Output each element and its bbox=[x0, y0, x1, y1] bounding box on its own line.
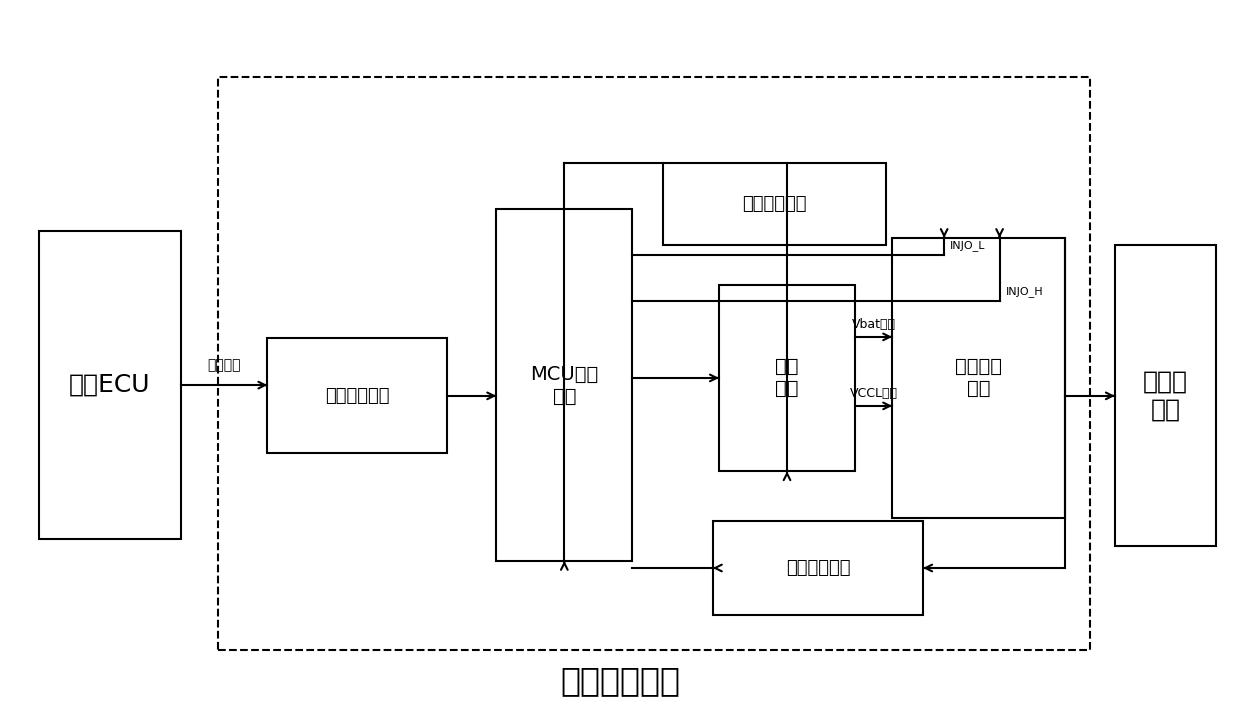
Text: 车载ECU: 车载ECU bbox=[69, 373, 150, 397]
Text: 信号输出: 信号输出 bbox=[207, 358, 241, 372]
Bar bbox=[893, 238, 1065, 518]
Text: 电压检测电路: 电压检测电路 bbox=[743, 195, 807, 213]
Bar bbox=[268, 338, 446, 453]
Bar bbox=[719, 284, 856, 471]
Text: INJO_L: INJO_L bbox=[950, 240, 986, 251]
Text: 电源
电路: 电源 电路 bbox=[775, 357, 799, 398]
Text: INJO_H: INJO_H bbox=[1006, 287, 1043, 297]
Text: 输出控制
电路: 输出控制 电路 bbox=[955, 357, 1002, 398]
Bar bbox=[1115, 246, 1216, 546]
Text: VCCL输出: VCCL输出 bbox=[849, 387, 898, 400]
Bar bbox=[663, 163, 887, 246]
Bar bbox=[38, 231, 181, 539]
Text: Vbat输出: Vbat输出 bbox=[852, 318, 895, 331]
Text: 喷射器
模块: 喷射器 模块 bbox=[1143, 370, 1188, 422]
Text: 输入检测电路: 输入检测电路 bbox=[325, 387, 389, 405]
Bar bbox=[496, 210, 632, 561]
Bar bbox=[713, 521, 923, 615]
Bar bbox=[218, 77, 1090, 650]
Text: MCU微处
理器: MCU微处 理器 bbox=[531, 364, 599, 405]
Text: 外挂驱动系统: 外挂驱动系统 bbox=[560, 664, 680, 697]
Text: 电流检测电路: 电流检测电路 bbox=[786, 559, 851, 577]
